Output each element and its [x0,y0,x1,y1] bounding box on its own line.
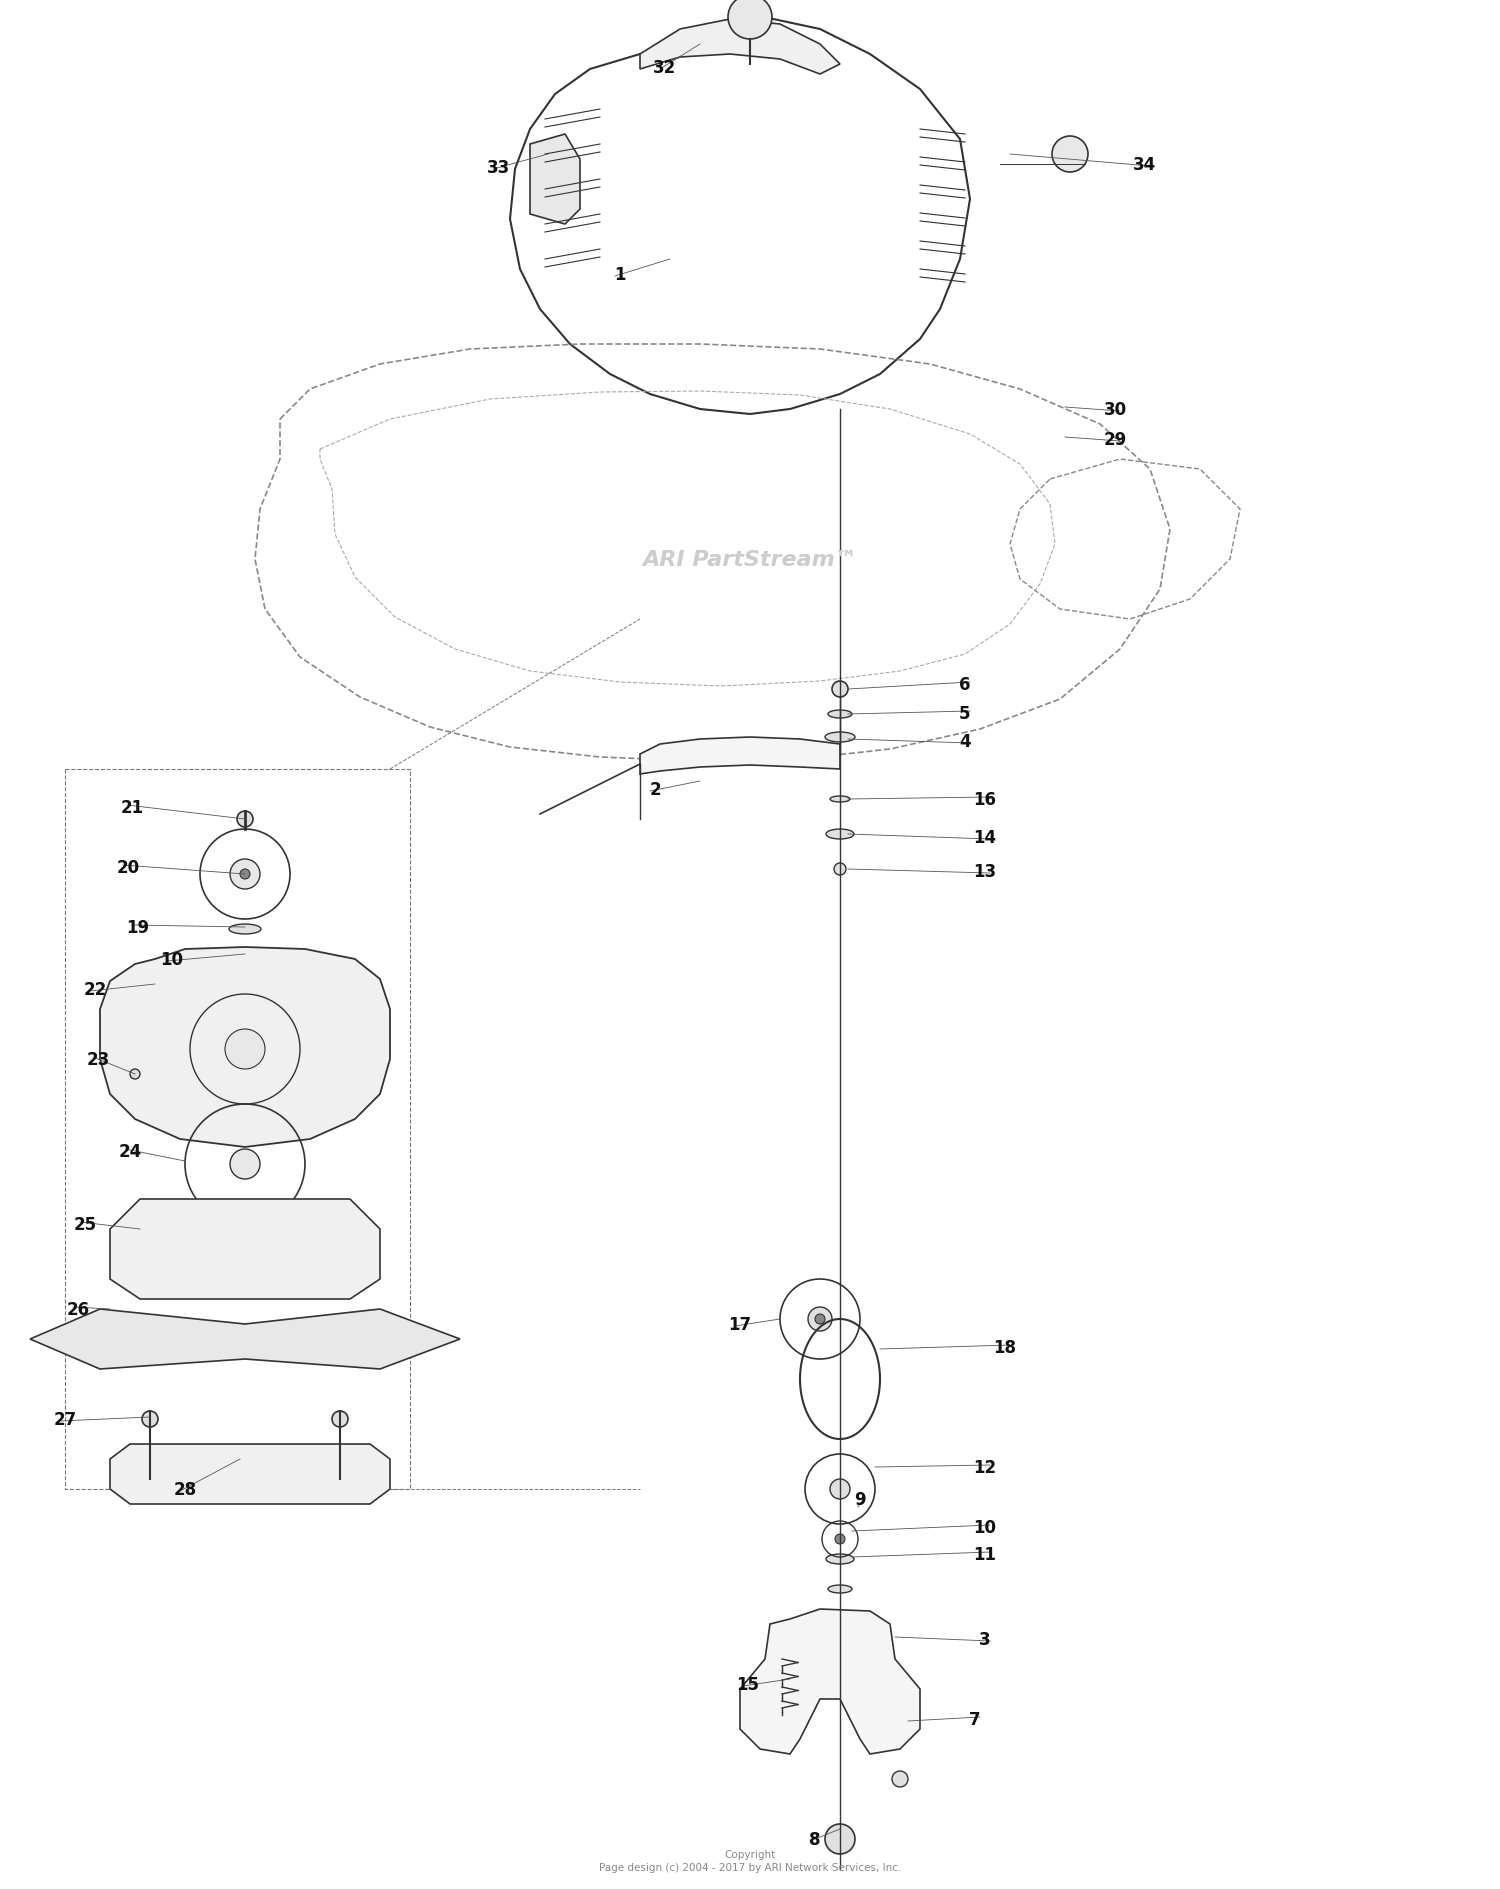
Text: 10: 10 [974,1519,996,1536]
Text: 5: 5 [958,705,970,723]
Polygon shape [640,21,840,76]
Text: 20: 20 [117,858,140,876]
Text: 7: 7 [969,1710,981,1728]
Text: 3: 3 [980,1630,992,1647]
Text: 29: 29 [1104,431,1126,450]
Circle shape [230,1149,260,1179]
Ellipse shape [827,1555,854,1564]
Circle shape [892,1772,908,1787]
Text: 1: 1 [614,266,626,283]
Text: 10: 10 [160,950,183,969]
Text: 22: 22 [84,980,106,999]
Polygon shape [30,1309,460,1370]
Text: 23: 23 [87,1050,109,1069]
Polygon shape [640,737,840,774]
Circle shape [142,1411,158,1428]
Polygon shape [100,948,390,1147]
Text: 13: 13 [974,863,996,880]
Text: 2: 2 [650,780,662,799]
Circle shape [728,0,772,40]
Ellipse shape [828,710,852,718]
Text: 17: 17 [729,1315,752,1334]
Circle shape [830,1479,850,1500]
Ellipse shape [230,924,261,935]
Bar [64,769,410,1489]
Text: 28: 28 [174,1481,196,1498]
Text: 18: 18 [993,1337,1017,1356]
Circle shape [230,859,260,890]
Text: 26: 26 [66,1300,90,1319]
Ellipse shape [827,829,854,839]
Ellipse shape [231,950,260,958]
Circle shape [225,1030,266,1069]
Text: 30: 30 [1104,400,1126,419]
Text: 9: 9 [853,1490,865,1507]
Text: 8: 8 [808,1830,820,1847]
Circle shape [834,863,846,875]
Polygon shape [530,134,580,225]
Polygon shape [110,1200,380,1300]
Text: 4: 4 [958,733,970,750]
Text: Page design (c) 2004 - 2017 by ARI Network Services, Inc.: Page design (c) 2004 - 2017 by ARI Netwo… [598,1863,902,1872]
Circle shape [130,1069,140,1079]
Text: 34: 34 [1134,157,1156,174]
Ellipse shape [830,797,850,803]
Text: 27: 27 [54,1411,76,1428]
Ellipse shape [825,733,855,742]
Polygon shape [110,1445,390,1504]
Text: ARI PartStream™: ARI PartStream™ [642,550,858,570]
Ellipse shape [828,1585,852,1592]
Text: 16: 16 [974,791,996,808]
Text: Copyright: Copyright [724,1849,776,1859]
Polygon shape [740,1609,920,1755]
Text: 19: 19 [126,918,150,937]
Circle shape [237,812,254,827]
Text: 15: 15 [736,1676,759,1693]
Text: 25: 25 [74,1215,96,1234]
Circle shape [815,1315,825,1324]
Text: 14: 14 [974,829,996,846]
Circle shape [825,1825,855,1853]
Circle shape [808,1307,832,1332]
Circle shape [1052,136,1088,174]
Text: 32: 32 [654,59,676,77]
Text: 24: 24 [118,1143,141,1160]
Circle shape [332,1411,348,1428]
Text: 6: 6 [958,676,970,693]
Text: 12: 12 [974,1458,996,1475]
Text: 33: 33 [486,159,510,178]
Circle shape [833,682,848,697]
Text: 21: 21 [120,799,144,816]
Circle shape [836,1534,844,1543]
Text: 11: 11 [974,1545,996,1564]
Circle shape [240,869,250,880]
